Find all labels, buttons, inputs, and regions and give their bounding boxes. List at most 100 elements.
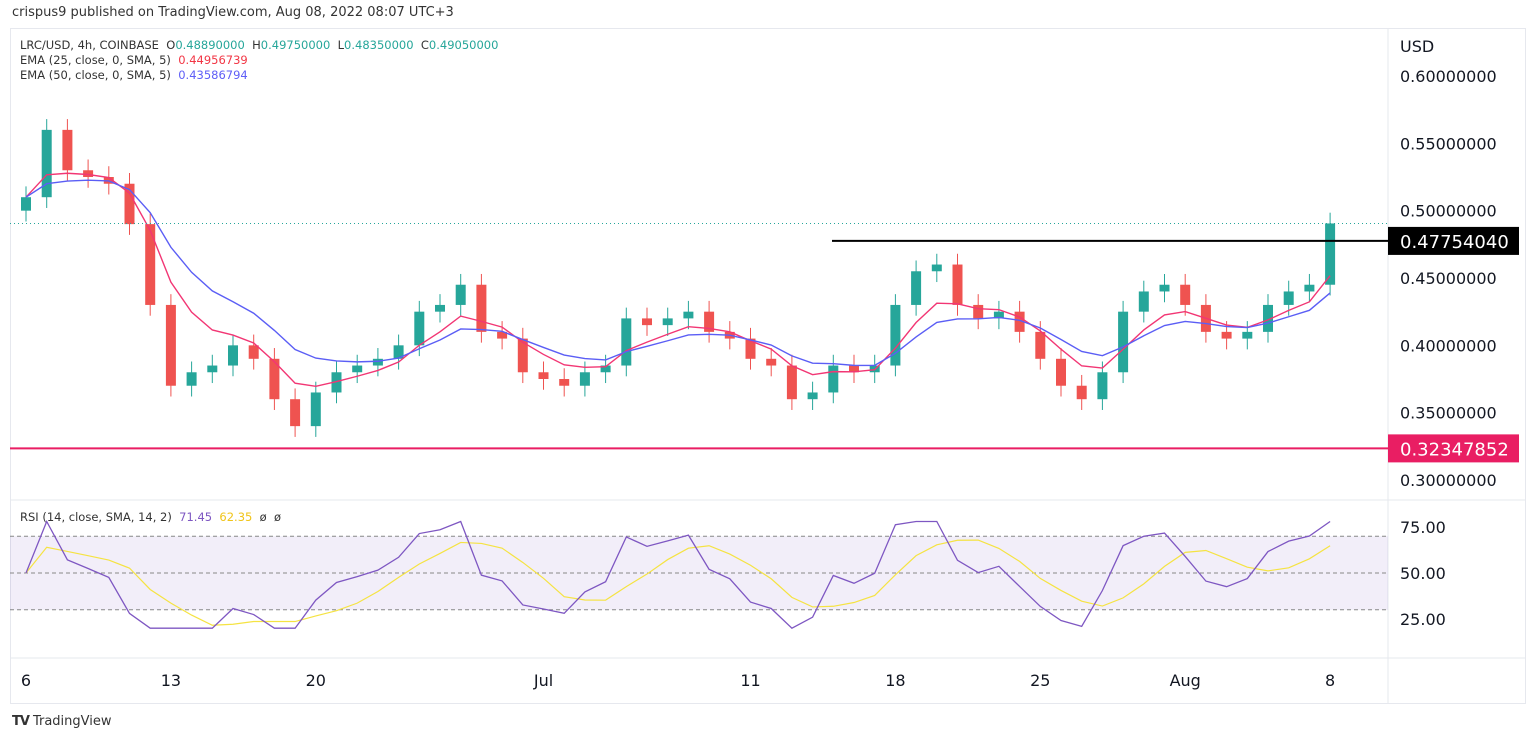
candle-body <box>269 358 280 400</box>
currency-label: USD <box>1400 37 1434 56</box>
chart-frame <box>10 28 1526 704</box>
candle-body <box>1118 311 1129 373</box>
candle-body <box>1304 284 1315 292</box>
close-value: 0.49050000 <box>428 38 499 52</box>
open-value: 0.48890000 <box>175 38 245 52</box>
candle-body <box>559 379 570 386</box>
candle-body <box>952 264 963 305</box>
ema50-line <box>25 179 1331 367</box>
candle-body <box>414 311 425 346</box>
candle-body <box>766 358 777 366</box>
candle-body <box>41 129 52 198</box>
candle-body <box>849 365 859 373</box>
candle-body <box>621 318 632 366</box>
candle-body <box>1056 358 1066 386</box>
candle-body <box>165 304 176 386</box>
candle-body <box>497 331 508 339</box>
y-tick-label: 0.55000000 <box>1400 134 1497 153</box>
candle-body <box>1035 331 1046 359</box>
candle-body <box>911 271 922 305</box>
candle-body <box>228 345 238 366</box>
candle-body <box>1138 291 1149 312</box>
candle-body <box>1263 304 1273 332</box>
candle-body <box>1325 223 1336 285</box>
candle-body <box>372 358 383 366</box>
x-tick-label: 8 <box>1325 671 1335 690</box>
candle-body <box>786 365 797 400</box>
y-tick-label: 0.30000000 <box>1400 471 1497 490</box>
candle-body <box>21 197 31 211</box>
rsi-tick-label: 50.00 <box>1400 564 1446 583</box>
high-label: H <box>252 38 261 52</box>
y-tick-label: 0.50000000 <box>1400 202 1497 221</box>
ema25-line <box>25 172 1331 387</box>
candle-body <box>662 318 673 326</box>
rsi-tick-label: 25.00 <box>1400 610 1446 629</box>
candle-body <box>600 365 611 373</box>
candle-body <box>993 311 1004 319</box>
ema50-value: 0.43586794 <box>178 68 248 82</box>
candle-body <box>331 372 342 393</box>
candle-body <box>1180 284 1191 305</box>
tradingview-logo[interactable]: TV TradingView <box>12 714 111 729</box>
candle-body <box>828 365 839 393</box>
y-tick-label: 0.60000000 <box>1400 67 1497 86</box>
support-price-badge <box>1388 434 1519 463</box>
candle-body <box>352 365 363 373</box>
x-tick-label: 13 <box>161 671 181 690</box>
brand-name: TradingView <box>32 714 112 729</box>
resistance-price-label: 0.47754040 <box>1400 232 1509 253</box>
candle-body <box>517 338 528 373</box>
open-label: O <box>166 38 176 52</box>
rsi-line <box>25 519 1331 629</box>
candle-body <box>1159 284 1170 292</box>
x-tick-label: 25 <box>1030 671 1050 690</box>
ema25-label[interactable]: EMA (25, close, 0, SMA, 5) <box>20 53 171 67</box>
symbol-label[interactable]: LRC/USD, 4h, COINBASE <box>20 38 159 52</box>
candle-body <box>207 365 218 373</box>
rsi-tick-label: 75.00 <box>1400 518 1446 537</box>
published-info: crispus9 published on TradingView.com, A… <box>12 5 454 20</box>
resistance-price-badge <box>1388 226 1519 255</box>
x-tick-label: 20 <box>306 671 326 690</box>
close-label: C <box>420 38 429 52</box>
y-tick-label: 0.45000000 <box>1400 269 1497 288</box>
candle-body <box>1076 385 1087 400</box>
high-value: 0.49750000 <box>260 38 331 52</box>
candle-body <box>745 338 756 359</box>
support-price-label: 0.32347852 <box>1400 439 1509 460</box>
candle-body <box>248 345 259 359</box>
candle-body <box>393 345 404 359</box>
candle-body <box>683 311 694 319</box>
candle-body <box>1097 372 1108 400</box>
candle-body <box>931 264 942 272</box>
candle-body <box>290 399 301 427</box>
y-tick-label: 0.35000000 <box>1400 404 1497 423</box>
candle-body <box>1283 291 1294 305</box>
x-tick-label: 18 <box>885 671 905 690</box>
candle-body <box>145 224 156 305</box>
rsi-legend: RSI (14, close, SMA, 14, 2) 71.45 62.35 … <box>20 510 281 524</box>
rsi-na-1: ø <box>259 510 267 524</box>
candle-body <box>1014 311 1025 332</box>
low-value: 0.48350000 <box>344 38 414 52</box>
candle-body <box>1242 331 1253 339</box>
candle-body <box>890 304 901 366</box>
rsi-sma-value: 62.35 <box>219 510 253 524</box>
rsi-label[interactable]: RSI (14, close, SMA, 14, 2) <box>20 510 172 524</box>
candle-body <box>124 183 135 225</box>
candle-body <box>186 372 197 386</box>
tv-logo-icon: TV <box>12 714 30 729</box>
ema25-value: 0.44956739 <box>178 53 248 67</box>
x-tick-label: 6 <box>21 671 31 690</box>
low-label: L <box>337 38 345 52</box>
x-tick-label: Aug <box>1170 671 1201 690</box>
candle-body <box>83 170 94 177</box>
rsi-na-2: ø <box>274 510 282 524</box>
ema50-label[interactable]: EMA (50, close, 0, SMA, 5) <box>20 68 171 82</box>
candle-body <box>807 392 818 400</box>
candle-body <box>435 304 445 312</box>
x-tick-label: Jul <box>533 671 553 690</box>
candle-body <box>310 392 321 427</box>
